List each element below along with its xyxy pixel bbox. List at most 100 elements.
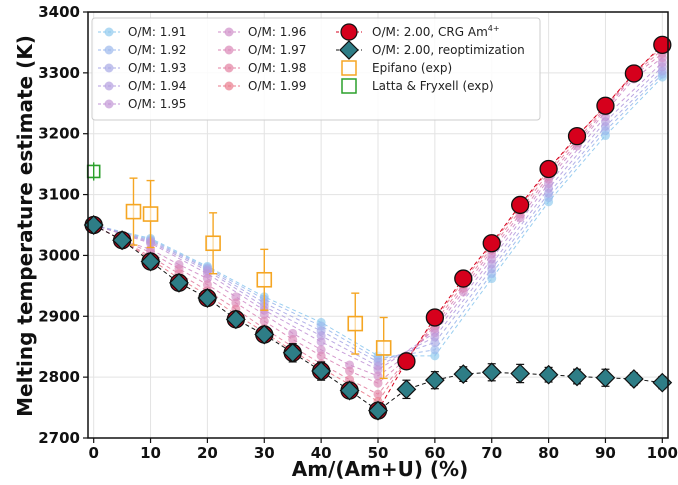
- legend-marker: [224, 81, 234, 91]
- legend-entry: O/M: 1.97: [218, 43, 306, 57]
- reoptimization-point: [510, 363, 531, 384]
- legend-entry: O/M: 1.94: [98, 79, 186, 93]
- legend-marker: [104, 45, 114, 55]
- legend-label: O/M: 1.93: [128, 61, 186, 75]
- legend-box: [91, 17, 541, 121]
- crg-point: [539, 159, 558, 179]
- x-tick-label: 90: [595, 444, 616, 462]
- x-tick-label: 0: [88, 444, 98, 462]
- legend-label: O/M: 1.94: [128, 79, 186, 93]
- epifano-series: [125, 177, 392, 380]
- om-data-point: [259, 316, 269, 326]
- epifano-point: [125, 203, 142, 220]
- reoptimization-point: [538, 364, 559, 385]
- reoptimization-overlay: [83, 215, 388, 421]
- legend-marker: [224, 63, 234, 73]
- reoptimization-point: [595, 367, 616, 388]
- y-tick-label: 2900: [38, 307, 80, 325]
- x-axis-label: Am/(Am+U) (%): [292, 457, 469, 481]
- legend-marker: [339, 40, 359, 60]
- legend-label: O/M: 1.96: [248, 25, 306, 39]
- latta-series: [86, 162, 101, 181]
- legend-marker: [104, 99, 114, 109]
- crg-point: [482, 234, 501, 253]
- legend-entry: O/M: 1.95: [98, 97, 186, 111]
- x-tick-label: 10: [140, 444, 161, 462]
- legend-label: O/M: 1.98: [248, 61, 306, 75]
- x-tick-label: 40: [311, 444, 332, 462]
- y-tick-label: 3300: [38, 64, 80, 82]
- legend-entry: O/M: 2.00, reoptimization: [336, 40, 525, 60]
- legend: O/M: 1.91 O/M: 1.92 O/M: 1.93 O/M: 1.94 …: [91, 17, 541, 121]
- legend-marker: [341, 78, 357, 94]
- om-data-point: [430, 345, 440, 355]
- reoptimization-point: [169, 272, 189, 293]
- legend-entry: O/M: 1.96: [218, 25, 306, 39]
- legend-label: O/M: 1.97: [248, 43, 306, 57]
- reoptimization-point: [311, 361, 331, 381]
- legend-entry: O/M: 1.91: [98, 25, 186, 39]
- x-tick-label: 60: [424, 444, 445, 462]
- legend-entry: O/M: 1.99: [218, 79, 306, 93]
- crg-point: [511, 195, 530, 215]
- legend-label: O/M: 1.92: [128, 43, 186, 57]
- plot-series: [83, 35, 673, 421]
- om-data-point: [259, 309, 269, 319]
- x-tick-label: 70: [481, 444, 502, 462]
- legend-label: O/M: 1.91: [128, 25, 186, 39]
- epifano-point: [256, 271, 273, 288]
- legend-entry: Latta & Fryxell (exp): [341, 78, 494, 94]
- reoptimization-point: [481, 362, 502, 383]
- legend-entry: O/M: 1.92: [98, 43, 186, 57]
- legend-label: O/M: 1.99: [248, 79, 306, 93]
- legend-marker: [104, 63, 114, 73]
- om-data-point: [316, 337, 326, 347]
- y-axis-label: Melting temperature estimate (K): [13, 35, 37, 417]
- y-tick-label: 3000: [38, 246, 80, 264]
- legend-marker: [104, 27, 114, 37]
- y-tick-label: 2700: [38, 429, 80, 447]
- x-tick-label: 20: [197, 444, 218, 462]
- crg-point: [624, 64, 644, 83]
- legend-label: Latta & Fryxell (exp): [372, 79, 494, 93]
- crg-point: [397, 352, 416, 371]
- crg-point: [567, 126, 587, 146]
- reoptimization-point: [567, 366, 587, 387]
- om-data-point: [316, 351, 326, 361]
- om-data-point: [373, 378, 383, 388]
- legend-marker: [341, 60, 357, 76]
- legend-entry: O/M: 1.98: [218, 61, 306, 75]
- epifano-point: [347, 315, 364, 332]
- reoptimization-point: [254, 324, 275, 345]
- reoptimization-point: [425, 370, 445, 391]
- x-tick-label: 80: [538, 444, 559, 462]
- reoptimization-point: [225, 309, 246, 330]
- x-tick-label: 100: [647, 444, 678, 462]
- om-data-point: [288, 334, 298, 344]
- crg-point: [653, 35, 672, 55]
- epifano-point: [142, 206, 159, 222]
- legend-entry: O/M: 1.93: [98, 61, 186, 75]
- om-series-line: [93, 62, 663, 371]
- reoptimization-point: [368, 400, 388, 421]
- y-tick-label: 3100: [38, 186, 80, 204]
- crg-point: [425, 308, 445, 327]
- legend-label: O/M: 2.00, CRG Am4+: [372, 24, 500, 39]
- om-data-point: [373, 389, 383, 399]
- crg-point: [596, 96, 615, 115]
- y-tick-label: 3200: [38, 125, 80, 143]
- y-tick-label: 2800: [38, 368, 80, 386]
- axis-ticks: 0 10 20 30 40 50 60 70 80 90 100 2700 2800 2900 3000 31…: [38, 3, 678, 462]
- legend-marker: [340, 23, 358, 41]
- x-tick-label: 50: [368, 444, 389, 462]
- reoptimization-point: [396, 379, 417, 400]
- reoptimization-point: [282, 342, 303, 363]
- om-series-line: [93, 46, 663, 403]
- reoptimization-point: [624, 369, 644, 389]
- legend-label: Epifano (exp): [372, 61, 452, 75]
- om-data-point: [345, 366, 355, 376]
- reoptimization-point: [453, 364, 474, 384]
- reoptimization-point: [112, 230, 132, 251]
- reoptimization-line: [93, 224, 663, 412]
